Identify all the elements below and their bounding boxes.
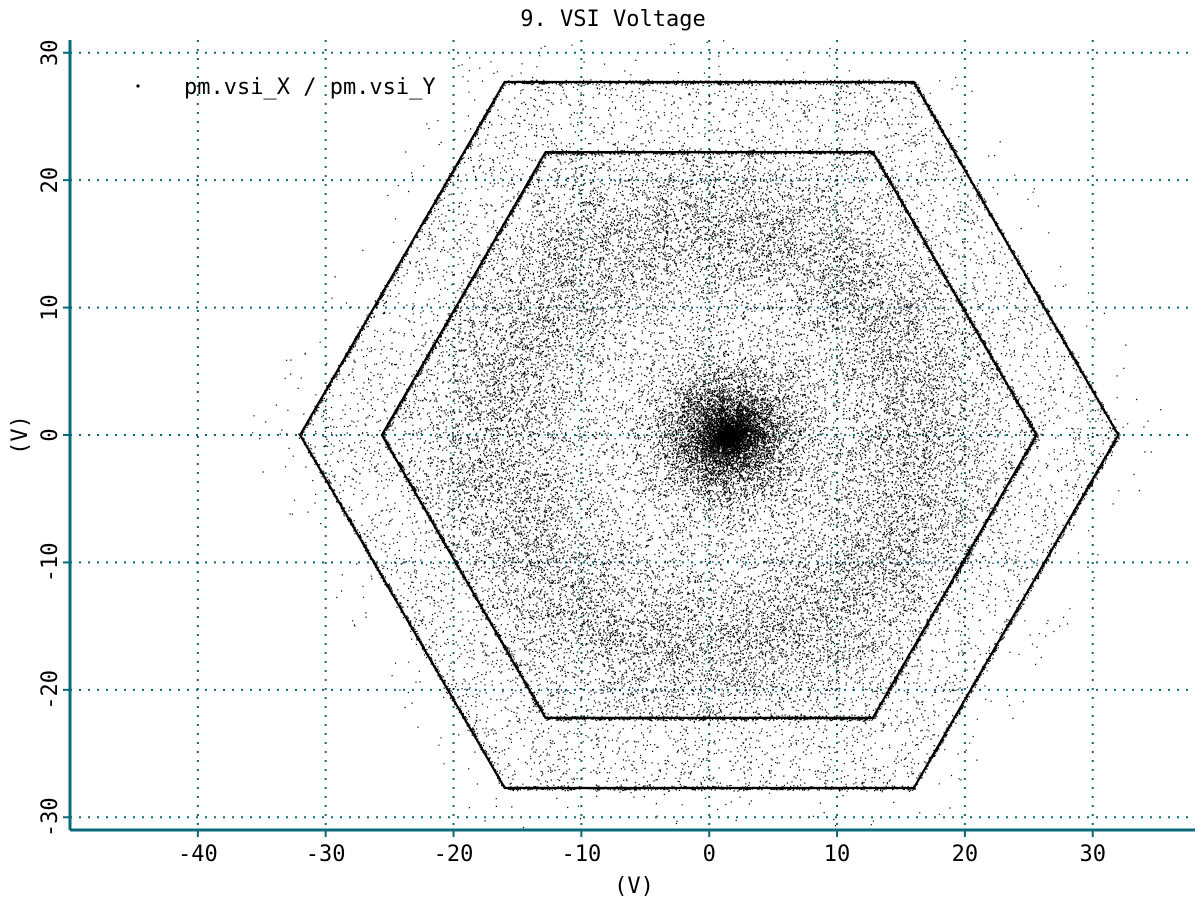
- x-tick-label: -40: [178, 842, 218, 867]
- x-tick-label: -10: [561, 842, 601, 867]
- x-tick-label: -30: [306, 842, 346, 867]
- y-tick-label: -30: [38, 797, 63, 837]
- axes: [63, 40, 1195, 837]
- y-tick-label: -20: [38, 670, 63, 710]
- scatter-points: [252, 40, 1162, 831]
- x-tick-label: 30: [1079, 842, 1106, 867]
- y-axis-label: (V): [8, 415, 33, 455]
- outer-hexagon-boundary: [298, 80, 1120, 790]
- x-tick-label: 10: [824, 842, 851, 867]
- x-tick-label: -20: [434, 842, 474, 867]
- tick-labels: -40 -30 -20 -10 0 10 20 30 -30 -20 -10 0 10 20 30: [38, 39, 1106, 867]
- y-tick-label: 10: [38, 294, 63, 321]
- grid-lines: [70, 40, 1195, 830]
- x-tick-label: 0: [703, 842, 716, 867]
- legend-entry: pm.vsi_X / pm.vsi_Y: [184, 75, 436, 100]
- chart-title: 9. VSI Voltage: [520, 7, 705, 32]
- legend-marker: [136, 84, 140, 88]
- x-tick-label: 20: [952, 842, 979, 867]
- inner-hexagon-boundary: [380, 151, 1038, 720]
- y-tick-label: 0: [38, 428, 63, 441]
- scatter-point-cloud: [252, 40, 1162, 831]
- legend: pm.vsi_X / pm.vsi_Y: [136, 75, 436, 100]
- x-axis-label: (V): [614, 874, 654, 899]
- y-tick-label: -10: [38, 543, 63, 583]
- y-tick-label: 30: [38, 39, 63, 66]
- y-tick-label: 20: [38, 167, 63, 194]
